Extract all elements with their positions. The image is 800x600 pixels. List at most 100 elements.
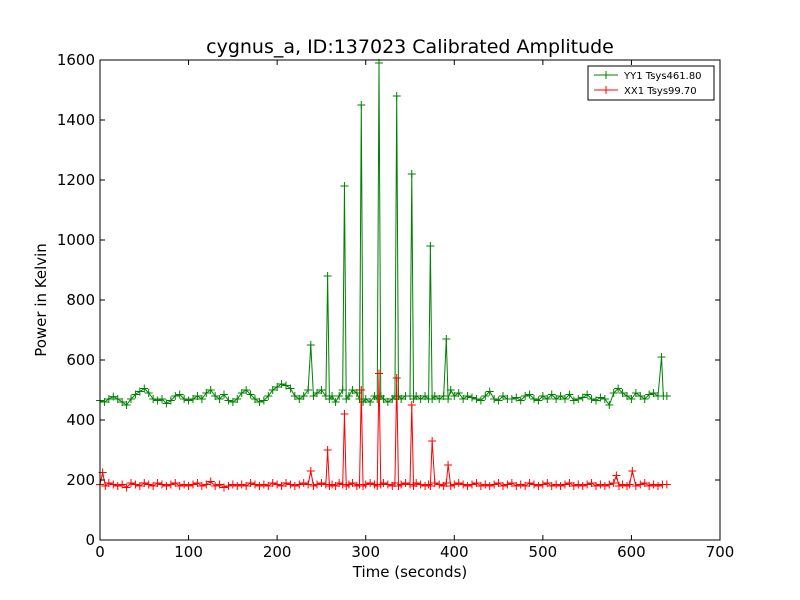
data-point (442, 335, 451, 343)
data-point (561, 395, 569, 403)
data-point (476, 396, 485, 405)
data-point (435, 480, 444, 489)
series-0 (96, 59, 671, 409)
x-tick-label: 0 (95, 543, 105, 561)
data-point (348, 386, 357, 394)
data-point (309, 482, 318, 490)
data-point (306, 467, 315, 475)
data-point (162, 482, 171, 490)
data-point (565, 479, 574, 487)
data-point (463, 482, 472, 490)
data-point (313, 480, 321, 489)
data-point (654, 482, 662, 490)
data-point (662, 392, 671, 400)
data-point (197, 482, 206, 490)
data-point (162, 399, 171, 408)
data-point (233, 482, 242, 490)
data-point (416, 395, 425, 403)
data-point (494, 396, 503, 405)
data-point (375, 369, 383, 378)
data-point (237, 480, 246, 489)
data-point (631, 482, 640, 490)
data-point (609, 479, 618, 487)
data-point (472, 479, 481, 487)
data-point (286, 384, 295, 393)
data-point (406, 480, 414, 489)
data-point (335, 479, 344, 487)
data-point (299, 479, 308, 487)
data-point (259, 480, 268, 489)
y-axis-label: Power in Kelvin (32, 243, 50, 357)
data-point (131, 390, 140, 399)
data-point (113, 482, 122, 490)
data-point (618, 389, 627, 397)
data-point (614, 384, 623, 393)
data-point (481, 392, 490, 400)
data-point (430, 479, 439, 487)
data-point (366, 398, 375, 406)
data-point (206, 477, 215, 486)
data-point (306, 341, 315, 349)
data-point (569, 396, 578, 405)
data-point (304, 386, 313, 394)
data-point (640, 395, 649, 403)
data-point (485, 482, 494, 490)
data-point (242, 482, 251, 490)
data-point (444, 395, 453, 403)
data-point (361, 480, 370, 489)
data-point (282, 381, 290, 390)
data-point (574, 395, 583, 403)
data-point (578, 393, 587, 402)
data-point (224, 482, 233, 490)
data-point (313, 389, 321, 397)
data-point (605, 480, 614, 489)
data-point (516, 396, 525, 405)
data-point (459, 395, 468, 403)
x-tick-label: 400 (440, 543, 469, 561)
data-point (255, 398, 264, 406)
data-point (202, 389, 211, 397)
data-point (282, 479, 290, 487)
data-point (596, 480, 605, 489)
data-point (450, 480, 459, 489)
data-point (583, 390, 592, 399)
data-point (295, 480, 304, 489)
data-point (538, 480, 547, 489)
data-point (468, 393, 476, 402)
x-tick-label: 300 (351, 543, 380, 561)
data-point (439, 392, 448, 400)
data-point (463, 392, 472, 400)
data-point (211, 482, 220, 490)
data-point (127, 395, 135, 403)
data-point (228, 480, 237, 489)
x-tick-label: 200 (263, 543, 292, 561)
chart-title: cygnus_a, ID:137023 Calibrated Amplitude (206, 36, 614, 58)
legend-marker (602, 86, 610, 94)
data-point (618, 480, 627, 489)
data-point (264, 392, 273, 400)
data-point (412, 479, 421, 487)
data-point (344, 392, 353, 400)
data-point (317, 386, 326, 394)
data-point (144, 480, 153, 489)
data-point (100, 398, 109, 406)
data-point (189, 480, 197, 489)
data-point (366, 479, 375, 487)
data-point (623, 392, 631, 400)
data-point (407, 170, 416, 178)
data-point (189, 395, 197, 403)
data-point (158, 395, 166, 403)
x-axis-label: Time (seconds) (352, 563, 468, 581)
data-point (290, 482, 299, 490)
data-point (215, 395, 224, 403)
x-tick-label: 700 (706, 543, 735, 561)
data-point (246, 479, 255, 487)
data-point (516, 480, 525, 489)
data-point (113, 395, 122, 403)
data-point (109, 392, 118, 401)
x-tick-label: 600 (617, 543, 646, 561)
data-point (416, 480, 425, 489)
data-point (184, 482, 193, 490)
legend: YY1 Tsys461.80 XX1 Tsys99.70 (587, 65, 715, 101)
data-point (442, 479, 451, 487)
